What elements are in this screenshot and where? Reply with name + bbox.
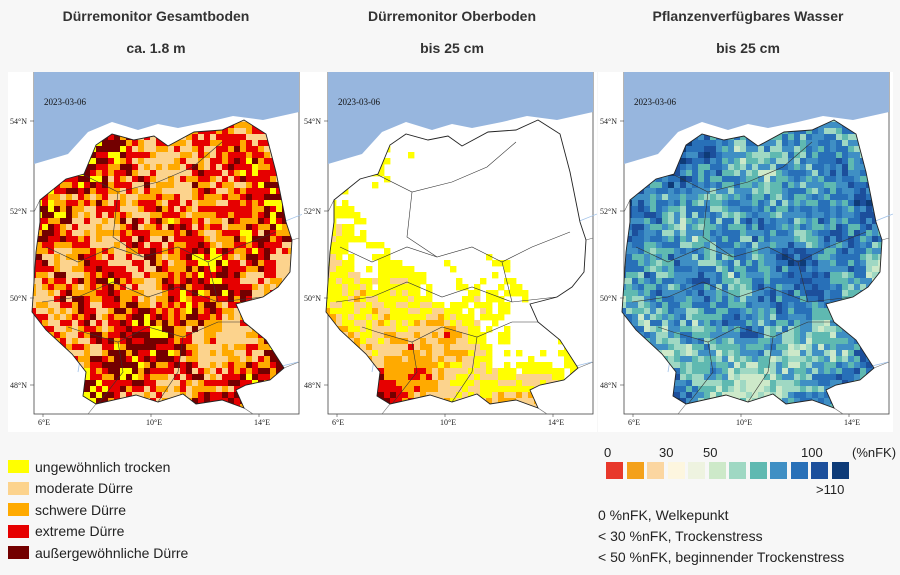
legend-label: schwere Dürre [35,501,127,518]
note-trockenstress: < 30 %nFK, Trockenstress [598,528,763,544]
note-welkepunkt: 0 %nFK, Welkepunkt [598,507,729,523]
lon-tick-label: 14°E [254,418,270,427]
colorbar-swatch [770,462,787,479]
lat-tick-label: 54°N [600,117,617,126]
colorbar-label-30: 30 [659,445,674,460]
lat-tick-label: 54°N [304,117,321,126]
lat-tick-label: 50°N [10,294,27,303]
lon-tick-label: 10°E [146,418,162,427]
lat-tick-label: 52°N [600,207,617,216]
map-date-label: 2023-03-06 [44,97,86,107]
colorbar-label-100: 100 [801,445,823,460]
legend-item: moderate Dürre [8,478,188,500]
panel-3-title: Pflanzenverfügbares Wasser [652,8,844,24]
note-beginnender-trockenstress: < 50 %nFK, beginnender Trockenstress [598,549,845,565]
lat-tick-label: 48°N [600,381,617,390]
map-oberboden: 2023-03-06 54°N 52°N 50°N 48°N 6°E 10°E 14°E [302,72,597,432]
state-borders [335,141,571,405]
legend-swatch [8,524,29,538]
map-pflanzenwasser: 2023-03-06 54°N 52°N 50°N 48°N 6°E 10°E 14°E [598,72,893,432]
lon-tick-label: 6°E [38,418,50,427]
colorbar-swatch [749,462,767,479]
map-gesamtboden: 2023-03-06 54°N 52°N 50°N 48°N 6°E 10°E 14°E [8,72,303,432]
colorbar-label-110: >110 [816,482,845,497]
lon-tick-label: 14°E [548,418,564,427]
legend-label: außergewöhnliche Dürre [35,544,189,561]
legend-label: ungewöhnlich trocken [35,458,171,475]
colorbar-unit: (%nFK) [852,445,897,460]
colorbar-swatch [626,462,644,479]
lat-tick-label: 48°N [304,381,321,390]
legend-swatch [8,460,29,474]
neighbor-borders [623,199,890,415]
colorbar-swatch [708,462,726,479]
sea-area [328,72,593,164]
map-date-label: 2023-03-06 [338,97,380,107]
legend-item: außergewöhnliche Dürre [8,542,188,564]
lat-tick-label: 52°N [10,207,27,216]
legend-item: ungewöhnlich trocken [8,456,188,478]
lon-tick-label: 6°E [332,418,344,427]
colorbar-swatch [688,462,705,479]
lat-tick-label: 50°N [304,294,321,303]
lon-tick-label: 6°E [628,418,640,427]
country-outline [31,119,293,409]
legend-label: extreme Dürre [35,523,125,540]
drought-legend: ungewöhnlich trocken moderate Dürre schw… [8,456,188,564]
legend-label: moderate Dürre [35,480,134,497]
colorbar-label-50: 50 [703,445,718,460]
legend-item: extreme Dürre [8,521,188,543]
panel-1-title: Dürremonitor Gesamtboden [62,8,250,24]
lat-tick-label: 52°N [304,207,321,216]
legend-swatch [8,503,29,517]
neighbor-borders [33,199,300,415]
colorbar-swatch [831,462,849,479]
colorbar-swatch [647,462,664,479]
colorbar-label-0: 0 [604,445,612,460]
sea-area [624,72,889,164]
neighbor-borders [327,199,594,415]
panel-1-subtitle: ca. 1.8 m [126,40,186,56]
lat-tick-label: 50°N [600,294,617,303]
lat-tick-label: 48°N [10,381,27,390]
country-outline [621,119,883,409]
legend-item: schwere Dürre [8,499,188,521]
legend-swatch [8,481,29,495]
colorbar-swatch [729,462,746,479]
colorbar-swatch [606,462,623,479]
colorbar-swatch [667,462,685,479]
state-borders [631,141,867,405]
legend-swatch [8,546,29,560]
colorbar-swatch [811,462,828,479]
lon-tick-label: 10°E [736,418,752,427]
panel-2-subtitle: bis 25 cm [420,40,484,56]
country-outline [325,119,587,409]
sea-area [34,72,299,164]
colorbar-swatch [790,462,808,479]
panel-3-subtitle: bis 25 cm [716,40,780,56]
map-date-label: 2023-03-06 [634,97,676,107]
state-borders [41,141,277,405]
lon-tick-label: 10°E [440,418,456,427]
panel-2-title: Dürremonitor Oberboden [367,8,536,24]
lon-tick-label: 14°E [844,418,860,427]
lat-tick-label: 54°N [10,117,27,126]
